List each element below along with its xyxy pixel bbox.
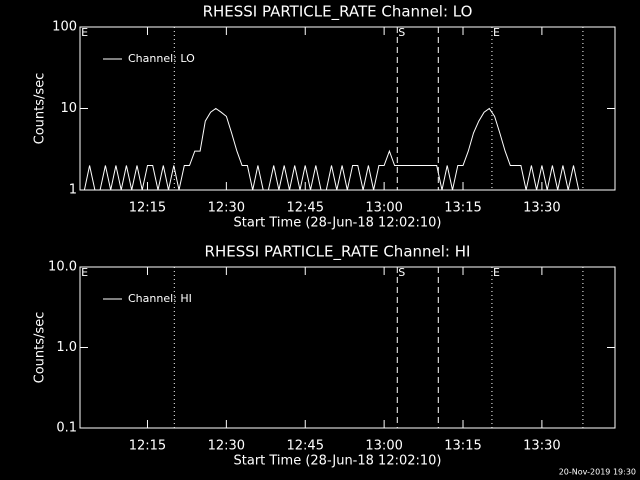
x-tick-label: 12:45 [287,201,324,216]
chart-title: RHESSI PARTICLE_RATE Channel: LO [203,3,473,22]
x-tick-label: 12:45 [287,439,324,454]
marker-label: S [398,266,405,279]
x-tick-label: 13:00 [365,201,402,216]
marker-label: E [493,266,500,279]
y-tick-label: 0.1 [56,421,77,436]
marker-label: E [81,266,88,279]
y-axis-label: Counts/sec [33,73,48,145]
x-tick-label: 12:30 [208,201,245,216]
x-axis-label: Start Time (28-Jun-18 12:02:10) [234,454,442,469]
y-tick-label: 10.0 [48,260,77,275]
x-tick-label: 12:15 [129,201,166,216]
x-tick-label: 12:30 [208,439,245,454]
y-tick-label: 1.0 [56,340,77,355]
x-tick-label: 13:15 [444,439,481,454]
legend-label: Channel: LO [128,52,195,65]
marker-label: E [81,26,88,39]
marker-label: E [493,26,500,39]
marker-label: S [398,26,405,39]
y-tick-label: 1 [69,183,77,198]
x-tick-label: 13:30 [523,439,560,454]
data-line [83,107,580,190]
x-tick-label: 12:15 [129,439,166,454]
x-tick-label: 13:15 [444,201,481,216]
y-axis-label: Counts/sec [33,312,48,384]
footer: 20-Nov-2019 19:30 [559,468,636,477]
chart-title: RHESSI PARTICLE_RATE Channel: HI [205,243,471,262]
x-axis-label: Start Time (28-Jun-18 12:02:10) [234,216,442,231]
y-tick-label: 10 [60,101,77,116]
legend-label: Channel: HI [128,292,192,305]
x-tick-label: 13:30 [523,201,560,216]
x-tick-label: 13:00 [365,439,402,454]
y-tick-label: 100 [52,20,77,35]
